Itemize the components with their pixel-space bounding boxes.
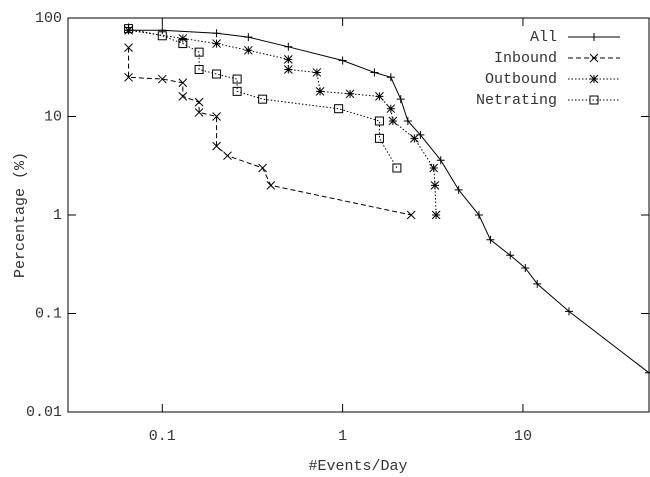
legend-label: Outbound	[485, 71, 557, 88]
marker	[312, 68, 322, 77]
marker	[386, 73, 395, 82]
marker	[124, 24, 134, 34]
marker	[212, 69, 222, 79]
marker	[243, 45, 253, 55]
marker	[375, 92, 384, 101]
x-tick-label: 10	[514, 428, 532, 445]
marker	[386, 104, 396, 114]
marker	[374, 133, 384, 143]
marker	[533, 279, 542, 288]
legend-marker	[589, 53, 599, 63]
marker	[157, 31, 167, 41]
marker	[388, 116, 398, 126]
marker	[283, 55, 293, 64]
marker	[410, 133, 419, 143]
marker	[338, 56, 347, 65]
marker	[178, 92, 188, 101]
marker	[157, 74, 167, 84]
legend-label: Netrating	[476, 92, 557, 109]
marker	[564, 307, 573, 316]
marker	[374, 116, 384, 126]
marker	[212, 112, 221, 121]
legend-label: Inbound	[494, 50, 557, 67]
y-tick-label: 0.1	[35, 305, 62, 322]
y-axis-label: Percentage (%)	[12, 152, 29, 278]
x-tick-label: 0.1	[149, 428, 176, 445]
marker	[124, 25, 133, 35]
marker	[396, 95, 405, 104]
marker	[212, 141, 221, 151]
series-line	[128, 28, 398, 169]
marker	[258, 163, 267, 173]
marker	[406, 210, 416, 220]
marker	[431, 210, 441, 220]
legend-marker	[589, 95, 599, 105]
marker	[521, 263, 530, 272]
marker	[334, 104, 344, 114]
marker	[194, 97, 204, 107]
marker	[194, 47, 204, 57]
marker	[474, 211, 483, 219]
marker	[258, 94, 268, 104]
plot-frame	[67, 17, 650, 413]
marker	[266, 180, 276, 190]
marker	[244, 33, 253, 42]
legend-marker	[590, 33, 598, 41]
marker	[178, 34, 188, 43]
legend-label: All	[530, 29, 557, 46]
marker	[645, 368, 650, 377]
series-line	[128, 27, 650, 374]
marker	[124, 43, 133, 53]
y-tick-label: 1	[53, 207, 62, 224]
marker	[430, 180, 440, 190]
x-axis-label: #Events/Day	[308, 458, 407, 475]
marker	[232, 74, 242, 84]
marker	[436, 156, 445, 165]
marker	[284, 42, 293, 51]
y-tick-label: 100	[35, 10, 62, 27]
marker	[429, 163, 439, 173]
series-line	[128, 29, 437, 216]
marker	[232, 86, 242, 96]
marker	[212, 39, 221, 48]
marker	[283, 65, 293, 74]
marker	[223, 151, 232, 161]
y-tick-label: 10	[44, 108, 62, 125]
marker	[124, 72, 133, 82]
marker	[403, 117, 412, 126]
marker	[212, 29, 221, 38]
marker	[370, 68, 379, 77]
marker	[345, 89, 355, 99]
marker	[486, 235, 495, 244]
marker	[158, 26, 167, 35]
marker	[178, 78, 188, 88]
marker	[194, 108, 204, 117]
series-line	[128, 47, 412, 216]
marker	[454, 185, 463, 194]
y-tick-label: 0.01	[26, 404, 62, 421]
marker	[315, 87, 325, 96]
marker	[506, 251, 515, 260]
marker	[194, 65, 204, 75]
legend-marker	[589, 74, 599, 84]
marker	[392, 163, 402, 173]
marker	[178, 39, 188, 49]
x-tick-label: 1	[338, 428, 347, 445]
